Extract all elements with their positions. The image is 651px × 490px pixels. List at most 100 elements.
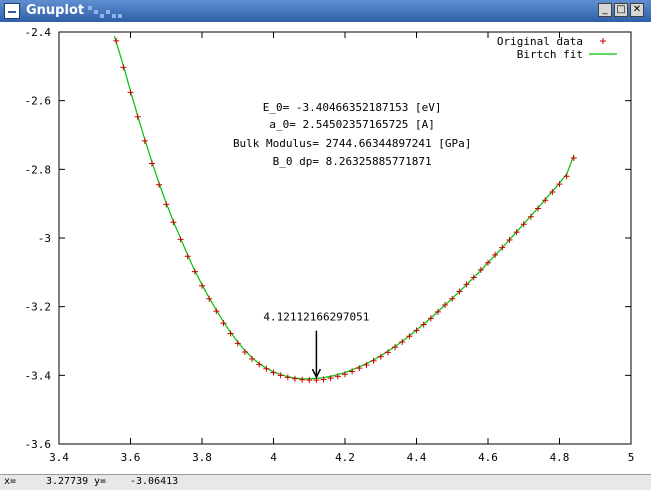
- data-point: [291, 375, 298, 382]
- data-point: [392, 344, 399, 351]
- data-point: [249, 355, 256, 362]
- data-point: [349, 368, 356, 375]
- y-tick-labels: -2.4 -2.6 -2.8 -3 -3.2 -3.4 -3.6: [25, 26, 52, 451]
- data-point: [220, 320, 227, 327]
- data-point: [199, 282, 205, 289]
- maximize-button[interactable]: □: [614, 3, 628, 17]
- window-titlebar[interactable]: Gnuplot _ □ ✕: [0, 0, 651, 22]
- data-point: [148, 160, 155, 167]
- annotation-label: E_0= -3.40466352187153 [eV]: [263, 101, 442, 114]
- data-point: [377, 353, 384, 360]
- y-tick-label: -3.6: [25, 438, 52, 451]
- minimum-arrow: [311, 330, 322, 379]
- data-point: [277, 372, 284, 379]
- x-tick-label: 3.6: [121, 451, 141, 464]
- data-point: [320, 376, 327, 383]
- window-title: Gnuplot: [26, 3, 85, 18]
- data-point: [570, 155, 577, 162]
- data-point: [191, 268, 198, 275]
- data-point: [170, 219, 177, 226]
- data-point: [427, 315, 434, 322]
- data-point: [177, 236, 184, 243]
- y-tick-label: -2.4: [25, 26, 52, 39]
- data-point: [356, 365, 363, 372]
- y-tick-label: -3: [38, 232, 51, 245]
- x-tick-label: 3.4: [49, 451, 69, 464]
- data-point: [485, 259, 491, 266]
- series-points-original-data: [113, 37, 577, 384]
- plot-border: [58, 31, 632, 445]
- data-point: [163, 201, 170, 208]
- data-point: [334, 373, 341, 380]
- data-point: [470, 274, 477, 281]
- data-point: [270, 369, 277, 376]
- data-point: [306, 377, 313, 384]
- data-point: [506, 237, 513, 244]
- data-point: [399, 339, 406, 346]
- annotation-label: B_0 dp= 8.26325885771871: [273, 155, 432, 168]
- data-point: [413, 327, 420, 334]
- gnuplot-app-icon[interactable]: [4, 3, 20, 19]
- minimize-button[interactable]: _: [598, 3, 612, 17]
- legend-label-birtch-fit: Birtch fit: [517, 48, 583, 61]
- x-tick-label: 4.6: [478, 451, 498, 464]
- x-tick-label: 4.4: [407, 451, 427, 464]
- x-tick-label: 4: [270, 451, 277, 464]
- arrow-head: [311, 368, 322, 379]
- data-point: [456, 288, 463, 295]
- annotation-label: a_0= 2.54502357165725 [A]: [269, 118, 435, 131]
- data-point: [127, 89, 134, 96]
- data-point: [342, 371, 348, 378]
- data-point: [184, 253, 191, 260]
- data-point: [113, 37, 120, 44]
- legend: Original data Birtch fit: [497, 35, 617, 61]
- data-point: [206, 295, 213, 302]
- data-point: [563, 173, 570, 180]
- titlebar-decoration: [88, 6, 122, 18]
- data-point: [420, 321, 427, 328]
- data-point: [520, 221, 527, 228]
- x-tick-label: 3.8: [192, 451, 212, 464]
- data-point: [156, 181, 163, 188]
- data-point: [535, 205, 542, 212]
- axis-ticks: [58, 31, 632, 445]
- y-tick-label: -3.2: [25, 301, 52, 314]
- data-point: [434, 308, 441, 315]
- legend-plus-marker: [600, 38, 606, 44]
- data-point: [463, 281, 470, 288]
- y-tick-label: -2.6: [25, 95, 52, 108]
- data-point: [370, 357, 377, 364]
- series-line-birtch-fit: [113, 35, 575, 380]
- data-point: [363, 362, 370, 369]
- legend-marker-original-data: [600, 38, 606, 44]
- status-y-label: y=: [94, 476, 107, 487]
- x-tick-label: 4.2: [335, 451, 355, 464]
- data-point: [513, 229, 520, 236]
- x-tick-label: 4.8: [550, 451, 570, 464]
- data-point: [299, 376, 306, 383]
- data-point: [556, 181, 563, 188]
- data-point: [499, 244, 506, 251]
- y-tick-label: -2.8: [25, 163, 52, 176]
- x-tick-label: 5: [628, 451, 635, 464]
- close-button[interactable]: ✕: [630, 3, 644, 17]
- annotation-label: 4.12112166297051: [263, 310, 369, 323]
- data-point: [263, 365, 270, 372]
- data-point: [327, 375, 334, 382]
- plot-canvas[interactable]: 3.4 3.6 3.8 4 4.2 4.4 4.6 4.8 5 -2.4 -2.6 -2.8 -3 -3…: [0, 22, 651, 474]
- legend-label-original-data: Original data: [497, 35, 583, 48]
- data-point: [406, 333, 413, 340]
- data-point: [477, 266, 484, 273]
- annotation-label: Bulk Modulus= 2744.66344897241 [GPa]: [233, 137, 471, 150]
- status-bar: x= 3.27739 y= -3.06413: [0, 474, 651, 490]
- data-point: [213, 308, 220, 315]
- data-point: [120, 64, 127, 71]
- data-point: [384, 349, 391, 356]
- x-tick-labels: 3.4 3.6 3.8 4 4.2 4.4 4.6 4.8 5: [49, 451, 634, 464]
- data-point: [492, 251, 499, 258]
- plot-annotations: E_0= -3.40466352187153 [eV] a_0= 2.545023…: [233, 101, 471, 323]
- data-point: [542, 197, 549, 204]
- status-x-value: 3.27739: [46, 476, 89, 487]
- data-point: [284, 374, 291, 381]
- status-y-value: -3.06413: [130, 476, 179, 487]
